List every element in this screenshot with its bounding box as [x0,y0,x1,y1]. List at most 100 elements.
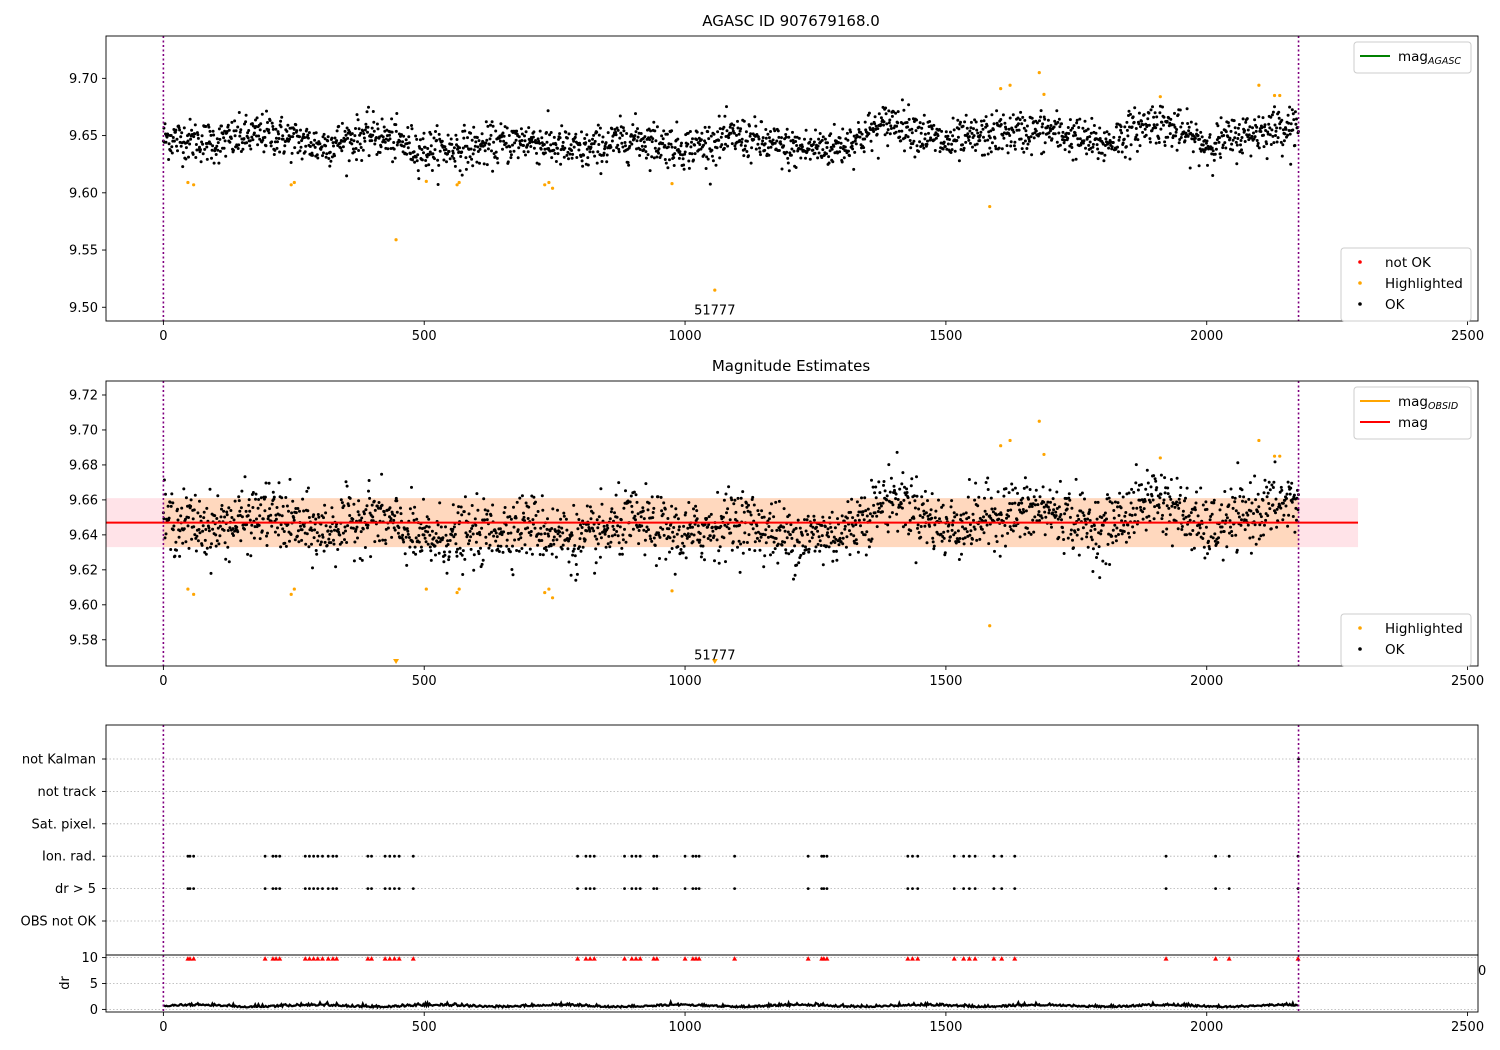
agasc-ok-point [1255,139,1259,142]
agasc-ok-point [885,122,889,126]
agasc-ok-point [327,157,331,160]
estimates-ok-point [552,535,556,539]
estimates-ok-point [233,499,237,503]
agasc-bottom-legend-label: Highlighted [1385,276,1463,292]
estimates-ok-point [856,513,860,517]
estimates-ok-point [1136,488,1140,492]
agasc-ok-point [693,152,697,156]
agasc-ok-point [164,140,168,144]
estimates-ok-point [1067,492,1071,496]
estimates-ok-point [1111,541,1115,545]
agasc-ok-point [246,136,250,140]
estimates-ok-point [526,526,530,530]
agasc-highlighted-point [543,183,547,187]
estimates-ok-point [762,565,766,569]
estimates-ok-point [874,485,878,489]
agasc-ok-point [216,148,220,152]
estimates-ok-point [910,477,914,481]
estimates-ok-point [767,517,771,521]
agasc-ok-point [213,149,217,153]
estimates-ok-point [579,549,583,553]
agasc-ok-point [883,133,887,137]
estimates-ok-point [791,549,794,553]
estimates-ok-point [848,529,851,533]
agasc-ok-point [1289,122,1293,126]
agasc-ok-point [882,120,886,124]
flag-point [1227,854,1231,858]
agasc-ok-point [957,159,961,163]
estimates-ok-point [392,518,396,522]
agasc-ok-point [850,144,854,148]
estimates-ok-point [1187,514,1191,518]
estimates-bottom-legend-label: OK [1385,642,1406,658]
agasc-ok-point [698,143,702,146]
estimates-ok-point [177,535,181,539]
agasc-ok-point [1287,121,1291,125]
agasc-ok-point [194,143,198,146]
flag-point [576,887,579,890]
estimates-ok-point [888,515,892,519]
agasc-ok-point [1241,117,1245,121]
agasc-ok-point [500,135,503,139]
dr-capped-marker [999,956,1005,961]
estimates-ok-point [578,537,582,541]
estimates-ok-point [276,526,279,530]
agasc-ok-point [991,128,995,132]
agasc-ok-point [513,141,517,145]
estimates-ok-point [945,517,949,521]
estimates-ok-point [1184,496,1187,500]
agasc-ok-point [490,149,493,153]
estimates-ok-point [894,492,898,496]
estimates-ok-point [1248,536,1252,540]
agasc-ok-point [910,127,914,131]
estimates-ok-point [1188,518,1192,522]
flag-point [312,887,316,890]
agasc-ok-point [1202,150,1206,154]
agasc-ok-point [957,127,961,131]
estimates-ok-point [640,524,644,528]
estimates-ok-point [328,532,332,536]
agasc-ok-point [839,146,843,150]
estimates-ok-point [1075,533,1079,537]
agasc-ok-point [639,132,643,135]
agasc-ok-point [790,147,794,151]
agasc-ok-point [643,135,647,139]
estimates-ok-point [1055,490,1059,494]
estimates-ok-point [1197,531,1201,535]
agasc-ok-point [894,111,898,115]
estimates-ok-point [785,536,789,540]
estimates-ok-point [358,557,362,560]
estimates-ok-point [1036,503,1040,507]
agasc-ok-point [1224,146,1228,150]
estimates-ok-point [478,530,481,534]
agasc-ok-point [740,140,744,144]
estimates-ok-point [908,518,912,522]
estimates-ok-point [541,553,545,557]
agasc-ok-point [961,143,964,147]
flag-point [806,887,810,890]
estimates-ok-point [787,552,791,556]
agasc-ok-point [821,135,825,139]
agasc-ok-point [1205,139,1209,143]
agasc-ok-point [1020,122,1024,126]
estimates-ok-point [990,507,994,511]
agasc-ok-point [733,144,737,148]
agasc-ok-point [337,124,341,128]
agasc-ok-point [794,140,798,143]
estimates-ok-point [1049,500,1052,504]
estimates-ok-point [887,463,891,467]
clipped-x-tick-label: 0 [1478,964,1486,979]
dr-capped-marker [651,956,657,961]
estimates-ok-point [609,540,613,544]
agasc-ok-point [453,164,457,168]
agasc-ok-point [315,153,319,157]
estimates-ok-point [805,548,809,552]
agasc-ok-point [653,146,657,150]
estimates-ok-point [480,562,484,566]
agasc-ok-point [386,147,390,151]
estimates-ok-point [849,532,853,536]
agasc-legend-top[interactable]: magAGASC [1353,41,1472,74]
